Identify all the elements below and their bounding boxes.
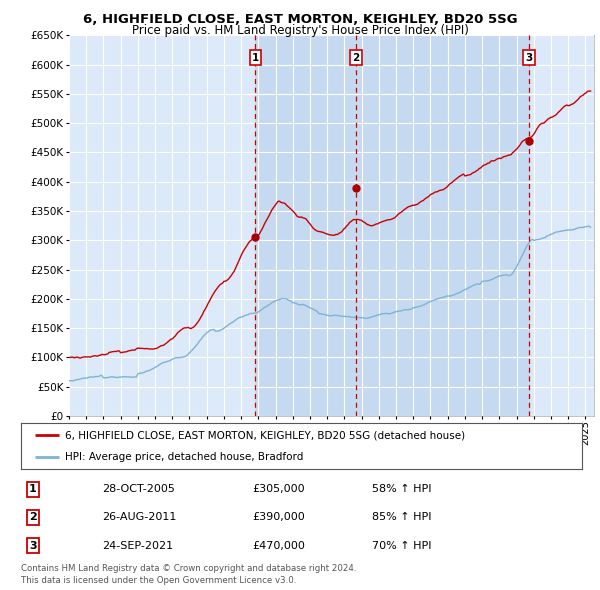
Text: Price paid vs. HM Land Registry's House Price Index (HPI): Price paid vs. HM Land Registry's House … xyxy=(131,24,469,37)
Text: 58% ↑ HPI: 58% ↑ HPI xyxy=(372,484,431,494)
Text: 3: 3 xyxy=(29,541,37,550)
Text: 3: 3 xyxy=(526,53,533,63)
Text: £305,000: £305,000 xyxy=(252,484,305,494)
Text: 1: 1 xyxy=(252,53,259,63)
Text: 2: 2 xyxy=(29,513,37,522)
Text: 85% ↑ HPI: 85% ↑ HPI xyxy=(372,513,431,522)
Text: HPI: Average price, detached house, Bradford: HPI: Average price, detached house, Brad… xyxy=(65,451,303,461)
Text: 1: 1 xyxy=(29,484,37,494)
Text: 2: 2 xyxy=(352,53,359,63)
Text: £390,000: £390,000 xyxy=(252,513,305,522)
Text: 28-OCT-2005: 28-OCT-2005 xyxy=(102,484,175,494)
Text: 24-SEP-2021: 24-SEP-2021 xyxy=(102,541,173,550)
Text: £470,000: £470,000 xyxy=(252,541,305,550)
Text: 26-AUG-2011: 26-AUG-2011 xyxy=(102,513,176,522)
Text: Contains HM Land Registry data © Crown copyright and database right 2024.
This d: Contains HM Land Registry data © Crown c… xyxy=(21,565,356,585)
Text: 6, HIGHFIELD CLOSE, EAST MORTON, KEIGHLEY, BD20 5SG: 6, HIGHFIELD CLOSE, EAST MORTON, KEIGHLE… xyxy=(83,13,517,26)
Text: 70% ↑ HPI: 70% ↑ HPI xyxy=(372,541,431,550)
Bar xyxy=(256,35,529,416)
Text: 6, HIGHFIELD CLOSE, EAST MORTON, KEIGHLEY, BD20 5SG (detached house): 6, HIGHFIELD CLOSE, EAST MORTON, KEIGHLE… xyxy=(65,431,465,441)
